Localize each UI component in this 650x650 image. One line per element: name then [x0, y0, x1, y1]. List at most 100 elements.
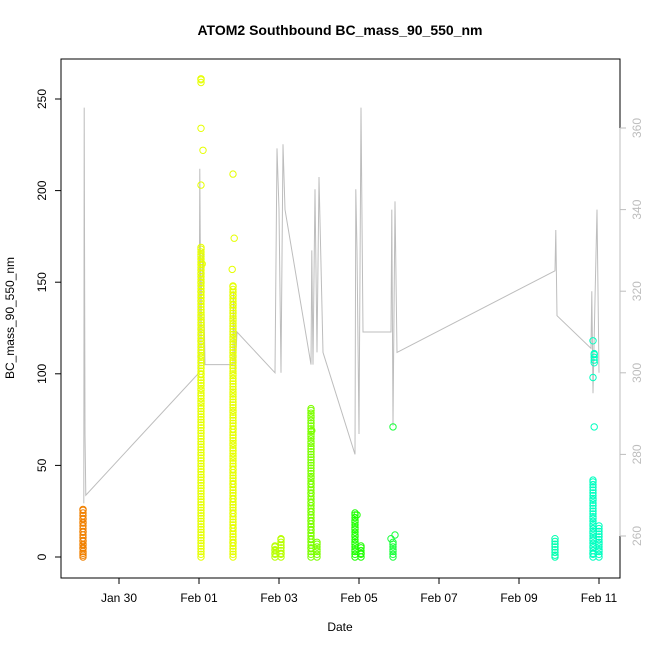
- scatter-point: [307, 474, 315, 482]
- scatter-point: [197, 181, 205, 189]
- scatter-point: [590, 353, 598, 361]
- scatter-point: [229, 406, 237, 415]
- scatter-point: [197, 437, 205, 446]
- scatter-point: [391, 531, 399, 539]
- scatter-point: [351, 518, 359, 526]
- scatter-point: [307, 422, 315, 430]
- scatter-point: [229, 349, 237, 357]
- scatter-point: [551, 537, 559, 546]
- scatter-point: [229, 419, 237, 427]
- x-tick-label: Feb 07: [420, 591, 458, 605]
- scatter-point: [197, 334, 205, 342]
- scatter-point: [229, 401, 237, 409]
- scatter-point: [589, 532, 597, 540]
- scatter-point: [229, 404, 237, 412]
- scatter-point: [589, 478, 597, 486]
- scatter-point: [351, 528, 359, 536]
- scatter-point: [277, 546, 285, 555]
- scatter-point: [197, 547, 205, 556]
- scatter-point: [197, 492, 205, 501]
- scatter-point: [589, 529, 597, 537]
- scatter-point: [229, 518, 237, 526]
- scatter-point: [197, 506, 205, 514]
- scatter-point: [307, 523, 315, 531]
- scatter-point: [197, 413, 205, 421]
- scatter-point: [197, 495, 205, 503]
- scatter-point: [589, 499, 597, 507]
- scatter-point: [389, 538, 397, 546]
- scatter-point: [229, 297, 237, 306]
- scatter-point: [307, 504, 315, 513]
- scatter-point: [229, 393, 237, 401]
- y-tick-label: 250: [35, 89, 49, 109]
- scatter-point: [197, 476, 205, 484]
- scatter-point: [229, 340, 237, 349]
- scatter-point: [229, 449, 237, 458]
- scatter-point: [197, 379, 205, 387]
- scatter-point: [197, 328, 205, 337]
- scatter-point: [197, 473, 205, 481]
- scatter-point: [197, 451, 205, 459]
- scatter-point: [589, 502, 597, 510]
- scatter-point: [229, 312, 237, 320]
- scatter-point: [197, 353, 205, 361]
- scatter-point: [229, 283, 237, 291]
- scatter-point: [589, 546, 597, 555]
- scatter-point: [595, 553, 603, 561]
- scatter-point: [197, 484, 205, 492]
- scatter-point: [229, 452, 237, 460]
- scatter-point: [197, 490, 205, 498]
- scatter-point: [229, 338, 237, 346]
- scatter-point: [551, 546, 559, 554]
- scatter-point: [197, 284, 205, 293]
- scatter-point: [197, 498, 205, 506]
- y-axis-label: BC_mass_90_550_nm: [3, 257, 17, 379]
- scatter-point: [313, 553, 321, 561]
- scatter-point: [277, 538, 285, 546]
- scatter-point: [229, 437, 237, 445]
- scatter-point: [229, 380, 237, 388]
- scatter-point: [229, 170, 237, 178]
- scatter-point: [197, 443, 205, 451]
- scatter-point: [589, 536, 597, 545]
- scatter-point: [307, 448, 315, 456]
- x-tick-label: Feb 11: [581, 591, 618, 605]
- scatter-point: [357, 546, 365, 555]
- scatter-point: [277, 535, 285, 544]
- scatter-point: [197, 343, 205, 351]
- scatter-point: [197, 468, 205, 476]
- scatter-point: [229, 361, 237, 370]
- scatter-point: [197, 346, 205, 354]
- scatter-point: [197, 509, 205, 517]
- x-tick-label: Feb 01: [180, 591, 218, 605]
- scatter-point: [197, 528, 205, 536]
- scatter-point: [197, 349, 205, 357]
- plot-area: [60, 58, 621, 579]
- scatter-point: [197, 261, 205, 269]
- scatter-point: [197, 303, 205, 311]
- scatter-point: [197, 465, 205, 473]
- scatter-point: [199, 146, 207, 155]
- scatter-point: [79, 512, 87, 520]
- scatter-point: [229, 322, 237, 330]
- scatter-point: [589, 517, 597, 525]
- secondary-line-layer: [83, 107, 600, 504]
- scatter-point: [197, 394, 205, 403]
- scatter-point: [79, 534, 87, 542]
- scatter-point: [197, 462, 205, 470]
- scatter-point: [197, 331, 205, 339]
- scatter-point: [351, 540, 359, 548]
- scatter-point: [229, 343, 237, 351]
- scatter-point: [229, 535, 237, 544]
- x-tick-label: Feb 05: [340, 591, 378, 605]
- scatter-point: [197, 545, 205, 553]
- scatter-point: [229, 309, 237, 317]
- y-tick-label: 50: [35, 458, 49, 472]
- scatter-point: [197, 386, 205, 394]
- scatter-point: [313, 543, 321, 551]
- scatter-point: [307, 477, 315, 485]
- scatter-point: [197, 424, 205, 432]
- scatter-point: [197, 251, 205, 259]
- scatter-point: [197, 429, 205, 437]
